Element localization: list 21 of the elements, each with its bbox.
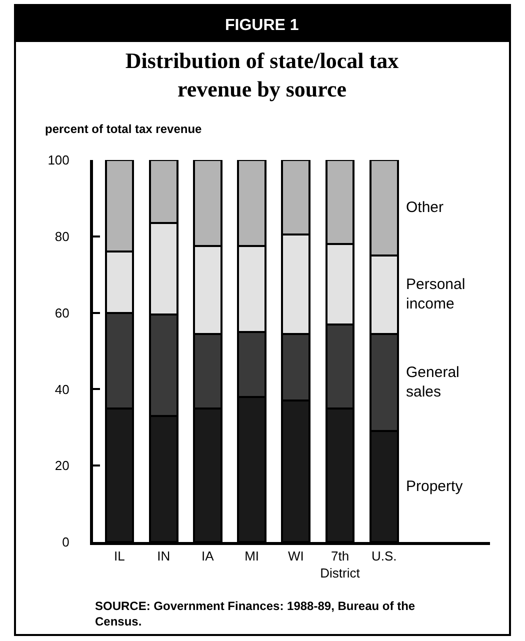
caption: FIGURE 1 <box>225 17 299 34</box>
chart-title: Distribution of state/local tax revenue by source <box>125 48 399 102</box>
series-label: Other <box>406 199 444 216</box>
x-tick-label: IL <box>114 548 125 564</box>
y-tick-label: 20 <box>54 458 70 474</box>
series-label: Property <box>406 478 464 495</box>
y-tick-label: 40 <box>54 382 70 397</box>
x-tick-label: IN <box>157 548 170 564</box>
source-note: SOURCE: Government Finances: 1988-89, Bureau of the Census. <box>95 599 416 629</box>
y-tick-label: 80 <box>54 228 70 244</box>
series-label: Personal income <box>406 276 466 312</box>
y-tick-label: 60 <box>54 305 70 320</box>
x-tick-label: MI <box>244 548 260 564</box>
y-tick-label: 0 <box>62 534 70 550</box>
series-label: General sales <box>406 364 460 400</box>
y-axis-title: percent of total tax revenue <box>45 122 202 136</box>
x-tick-label: WI <box>288 548 304 564</box>
x-tick-label: U.S. <box>371 548 397 564</box>
x-tick-label: IA <box>202 548 214 564</box>
x-tick-label: 7th District <box>320 548 360 580</box>
y-tick-label: 100 <box>48 152 70 168</box>
